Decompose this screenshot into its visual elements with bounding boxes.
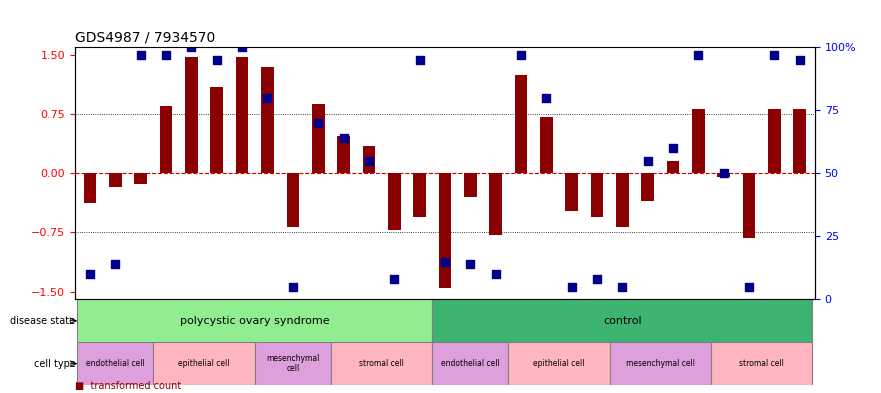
Bar	[312, 104, 324, 173]
Point	[134, 51, 148, 58]
Bar	[331, 342, 433, 385]
Point	[666, 145, 680, 151]
Point	[463, 261, 478, 267]
Point	[716, 170, 730, 176]
Point	[108, 261, 122, 267]
Point	[210, 57, 224, 63]
Bar	[692, 108, 705, 173]
Bar	[711, 342, 812, 385]
Bar	[590, 173, 603, 217]
Bar	[439, 173, 451, 288]
Bar	[464, 173, 477, 197]
Text: stromal cell: stromal cell	[359, 359, 404, 368]
Point	[692, 51, 706, 58]
Point	[83, 271, 97, 277]
Bar	[717, 173, 730, 177]
Point	[590, 276, 604, 282]
Bar	[261, 67, 274, 173]
Bar	[794, 108, 806, 173]
Bar	[433, 342, 508, 385]
Bar	[78, 299, 433, 342]
Point	[337, 135, 351, 141]
Point	[387, 276, 401, 282]
Text: epithelial cell: epithelial cell	[533, 359, 585, 368]
Bar	[508, 342, 610, 385]
Bar	[153, 342, 255, 385]
Text: epithelial cell: epithelial cell	[178, 359, 230, 368]
Point	[565, 284, 579, 290]
Bar	[388, 173, 401, 230]
Point	[489, 271, 503, 277]
Point	[767, 51, 781, 58]
Point	[742, 284, 756, 290]
Bar	[337, 136, 350, 173]
Text: GDS4987 / 7934570: GDS4987 / 7934570	[75, 31, 215, 44]
Text: mesenchymal
cell: mesenchymal cell	[266, 354, 320, 373]
Bar	[540, 116, 552, 173]
Point	[514, 51, 528, 58]
Bar	[667, 161, 679, 173]
Text: stromal cell: stromal cell	[739, 359, 784, 368]
Bar	[515, 75, 527, 173]
Bar	[610, 342, 711, 385]
Bar	[616, 173, 629, 227]
Point	[793, 57, 807, 63]
Bar	[255, 342, 331, 385]
Bar	[211, 86, 223, 173]
Bar	[286, 173, 300, 227]
Bar	[109, 173, 122, 187]
Bar	[768, 108, 781, 173]
Point	[311, 120, 325, 126]
Point	[184, 44, 198, 50]
Point	[285, 284, 300, 290]
Text: endothelial cell: endothelial cell	[86, 359, 144, 368]
Bar	[433, 299, 812, 342]
Bar	[641, 173, 654, 201]
Bar	[489, 173, 502, 235]
Text: polycystic ovary syndrome: polycystic ovary syndrome	[180, 316, 329, 326]
Text: disease state: disease state	[11, 316, 76, 326]
Text: ■  transformed count: ■ transformed count	[75, 381, 181, 391]
Point	[640, 158, 655, 164]
Bar	[159, 106, 173, 173]
Text: mesenchymal cell: mesenchymal cell	[626, 359, 695, 368]
Point	[438, 259, 452, 265]
Point	[615, 284, 629, 290]
Bar	[743, 173, 755, 238]
Bar	[566, 173, 578, 211]
Bar	[363, 146, 375, 173]
Point	[539, 94, 553, 101]
Point	[235, 44, 249, 50]
Point	[159, 51, 174, 58]
Bar	[185, 57, 198, 173]
Bar	[135, 173, 147, 184]
Bar	[413, 173, 426, 217]
Bar	[78, 342, 153, 385]
Bar	[84, 173, 96, 203]
Text: control: control	[603, 316, 641, 326]
Point	[261, 94, 275, 101]
Text: endothelial cell: endothelial cell	[440, 359, 500, 368]
Text: cell type: cell type	[33, 359, 76, 369]
Bar	[236, 57, 248, 173]
Point	[412, 57, 426, 63]
Point	[362, 158, 376, 164]
